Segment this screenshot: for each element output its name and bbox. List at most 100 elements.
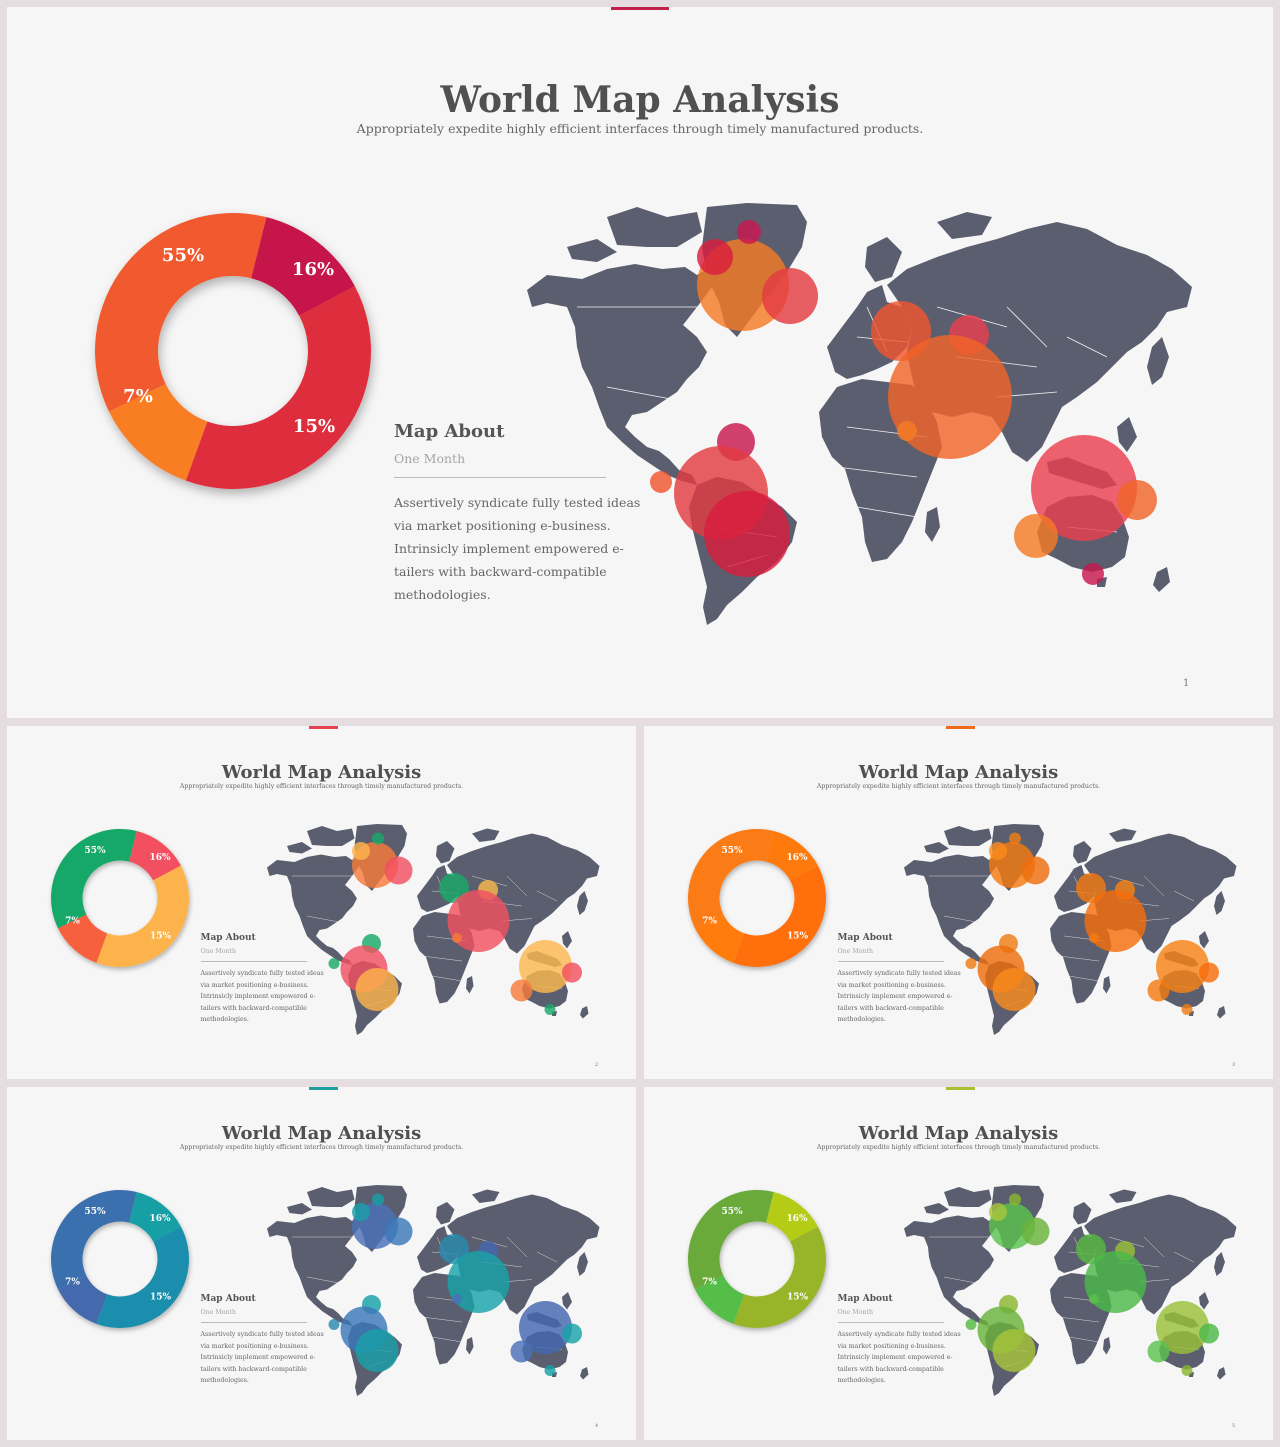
map-about-heading: Map About [837,1294,893,1304]
donut-segment [766,831,818,881]
slide-accent-bar [309,726,338,729]
donut-chart [688,829,826,967]
map-bubble [519,940,572,993]
map-bubble [1014,514,1058,558]
world-map [267,1185,600,1396]
map-bubble [328,958,340,969]
map-bubble [1031,435,1137,541]
slide-2[interactable]: World Map Analysis Appropriately expedite… [7,726,636,1079]
map-bubble [1147,1340,1170,1363]
slide-graphics: 16% 15% 7% 55% [688,1185,1237,1396]
map-about-body-line: Intrinsicly implement empowered e- [394,541,624,556]
map-bubble [372,832,384,845]
map-about-body-line: methodologies. [837,1377,886,1384]
donut-segment [733,1226,826,1328]
map-bubble [384,856,413,885]
slide-subtitle: Appropriately expedite highly efficient … [179,1144,464,1151]
donut-segment [57,1275,108,1324]
slide-graphics: 16% 15% 7% 55% [95,203,1192,625]
map-bubble [328,1319,340,1330]
map-bubble [519,1301,572,1354]
donut-label: 7% [123,386,153,407]
map-bubble [1199,1323,1219,1344]
slide-page-number: 3 [1232,1061,1236,1068]
map-bubble [355,1329,399,1372]
map-about-body-line: via market positioning e-business. [200,981,309,989]
slide-title: World Map Analysis [221,762,422,783]
donut-label: 16% [149,853,171,863]
map-bubble [650,471,672,493]
donut-label: 16% [786,1214,808,1224]
map-about-body-line: Intrinsicly implement empowered e- [200,993,316,1000]
donut-label: 55% [721,1207,743,1217]
map-about-body-line: methodologies. [200,1016,249,1023]
map-about-body-line: methodologies. [394,587,491,602]
donut-segment [251,217,355,316]
slide-3[interactable]: World Map Analysis Appropriately expedite… [644,726,1273,1079]
donut-segment [688,1190,774,1290]
map-bubbles [650,220,1157,585]
map-about-body-line: tailers with backward-compatible [394,564,607,579]
world-map [904,824,1237,1035]
world-map [904,1185,1237,1396]
map-bubble [562,1323,582,1344]
map-bubble [1009,1193,1021,1206]
map-about-subheading: One Month [200,1309,237,1316]
map-bubble [1117,480,1157,520]
map-bubble [562,962,582,983]
slide-1[interactable]: World Map Analysis Appropriately expedite… [7,7,1273,718]
map-about-subheading: One Month [837,1309,874,1316]
donut-label: 7% [65,917,80,927]
map-about-divider [200,961,307,962]
donut-segment [95,213,267,412]
map-bubbles [965,1193,1219,1376]
map-bubble [1156,1301,1209,1354]
map-bubble [888,335,1012,459]
map-about-body-line: Assertively syndicate fully tested ideas [837,970,961,977]
donut-label: 15% [787,1293,809,1303]
donut-label: 16% [292,259,334,280]
map-bubble [1089,933,1099,943]
map-bubbles [328,832,582,1015]
map-about-subheading: One Month [200,948,237,955]
map-bubbles [328,1193,582,1376]
map-about-subheading: One Month [837,948,874,955]
map-bubble [1156,940,1209,993]
map-bubble [1199,962,1219,983]
donut-label: 15% [150,1293,172,1303]
donut-segment [694,1275,745,1324]
map-about-body-line: via market positioning e-business. [394,518,611,533]
slide-4[interactable]: World Map Analysis Appropriately expedite… [7,1087,636,1440]
map-bubble [1009,832,1021,845]
donut-segment [96,865,190,967]
map-bubbles [965,832,1219,1015]
map-bubble [989,842,1007,860]
map-about-heading: Map About [200,933,256,943]
slide-subtitle: Appropriately expedite highly efficient … [816,783,1101,790]
map-bubble [897,421,917,441]
map-bubble [992,968,1036,1011]
map-bubble [352,842,370,860]
donut-segment [108,383,208,481]
map-bubble [384,1217,413,1246]
donut-segment [733,865,826,967]
donut-segment [51,829,137,929]
donut-label: 15% [787,932,809,942]
slide-graphics: 16% 15% 7% 55% [51,1185,600,1396]
map-bubble [352,1203,370,1221]
donut-chart [51,1190,190,1328]
world-map [267,824,600,1035]
map-bubble [447,1251,510,1313]
map-bubble [510,1340,533,1363]
donut-label: 7% [65,1278,80,1288]
slide-5[interactable]: World Map Analysis Appropriately expedite… [644,1087,1273,1440]
donut-segment [129,1192,181,1242]
donut-segment [694,914,745,963]
donut-segment [51,1190,137,1290]
map-about-divider [837,1322,944,1323]
donut-label: 55% [84,846,106,856]
map-bubble [452,933,462,943]
donut-chart [51,829,190,967]
slide-subtitle: Appropriately expedite highly efficient … [356,121,924,136]
slide-graphics: 16% 15% 7% 55% [51,824,600,1035]
